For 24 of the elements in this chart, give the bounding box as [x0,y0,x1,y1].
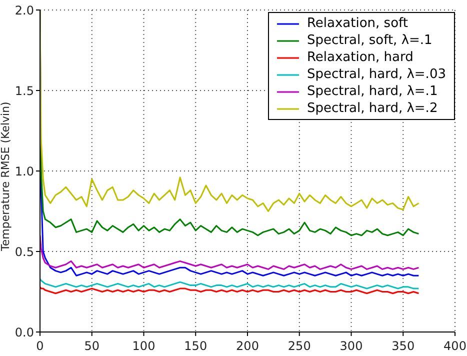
x-tick-label: 300 [340,339,363,353]
legend-label: Spectral, hard, λ=.2 [306,100,438,117]
legend-label: Spectral, hard, λ=.1 [306,83,438,100]
legend-label: Spectral, hard, λ=.03 [306,66,446,83]
y-tick-label: 0.0 [14,325,34,340]
x-tick-label: 50 [84,339,100,353]
line-series [40,234,420,270]
x-tick-label: 400 [444,339,466,353]
y-tick-label: 0.5 [14,244,34,259]
x-tick-label: 0 [36,339,44,353]
line-series [40,278,420,290]
x-tick-label: 200 [236,339,259,353]
y-axis-title: Temperature RMSE (Kelvin) [0,102,12,252]
x-tick-label: 100 [132,339,156,353]
x-tick-label: 350 [392,339,415,353]
legend-label: Relaxation, soft [306,15,408,32]
x-tick-label: 150 [184,339,208,353]
x-tick-label: 250 [288,339,311,353]
line-series [40,286,420,294]
y-tick-label: 1.5 [14,84,34,98]
legend-label: Relaxation, hard [306,49,414,66]
y-tick-label: 2.0 [14,3,34,18]
y-tick-label: 1.0 [14,164,34,178]
legend-label: Spectral, soft, λ=.1 [306,32,432,49]
